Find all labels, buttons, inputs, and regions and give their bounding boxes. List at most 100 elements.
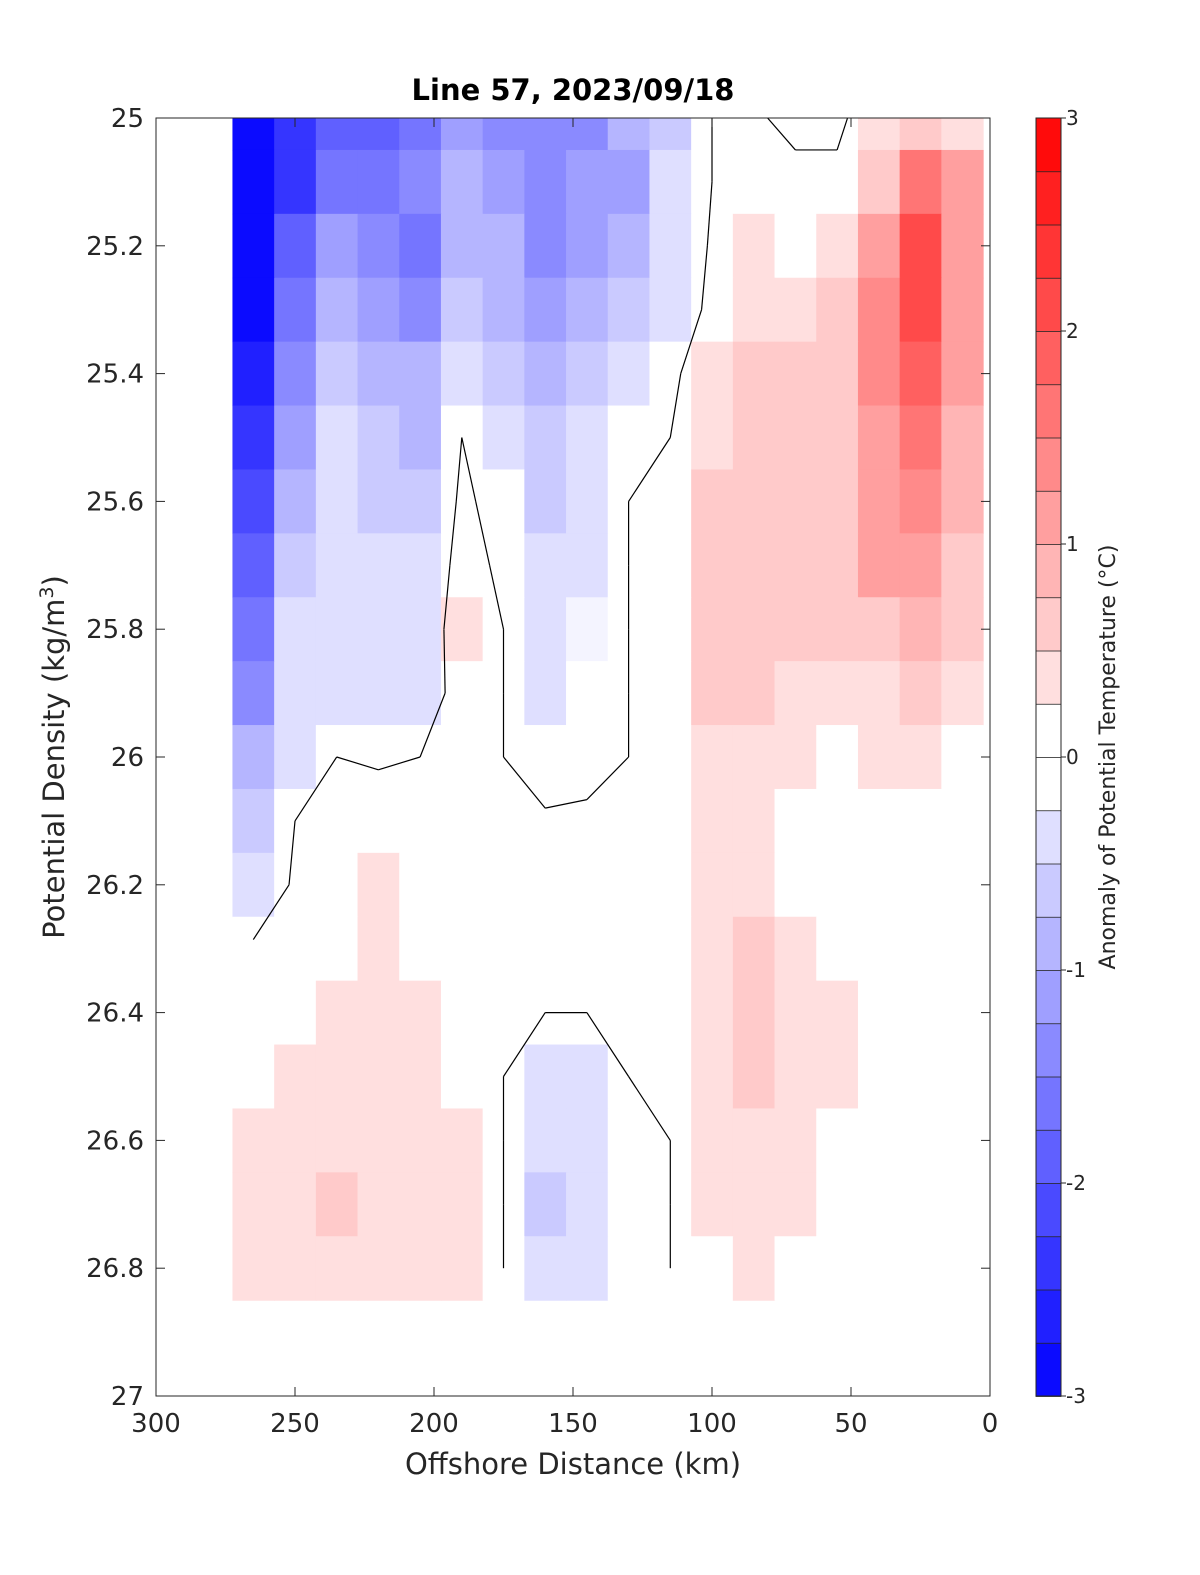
contour-cell xyxy=(566,1108,609,1173)
colorbar-tick-label: 1 xyxy=(1066,532,1079,556)
contour-cell xyxy=(232,118,275,151)
contour-cell xyxy=(774,405,817,471)
chart-title: Line 57, 2023/09/18 xyxy=(412,73,735,107)
colorbar-swatch xyxy=(1035,170,1062,226)
contour-cell xyxy=(899,213,942,279)
contour-cell xyxy=(649,725,692,790)
contour-cell xyxy=(607,788,651,854)
contour-cell xyxy=(857,405,901,471)
contour-cell xyxy=(816,149,859,215)
y-axis-ticks: 25 25.2 25.4 25.6 25.8 26 26.2 26.4 26.6 26.8 27 xyxy=(86,104,990,1412)
contour-cell xyxy=(399,213,442,279)
contour-cell xyxy=(857,725,901,790)
contour-cell xyxy=(607,1236,651,1301)
zero-contour-segment xyxy=(503,756,546,809)
contour-cell xyxy=(315,916,359,982)
contour-cell xyxy=(232,980,275,1046)
contour-cell xyxy=(899,1236,942,1301)
contour-cell xyxy=(816,1236,859,1301)
contour-cell xyxy=(357,1236,400,1301)
contour-cell xyxy=(691,1172,734,1237)
contour-cell xyxy=(816,661,859,726)
contour-cell xyxy=(816,405,859,471)
contour-cell xyxy=(649,661,692,726)
x-tick-label: 300 xyxy=(131,1409,181,1439)
contour-cell xyxy=(649,118,692,151)
colorbar-tick-label: -3 xyxy=(1066,1384,1086,1408)
contour-cell xyxy=(566,341,609,407)
contour-cell xyxy=(482,852,525,918)
contour-cell xyxy=(524,118,567,151)
contour-cell xyxy=(857,661,901,726)
contour-cell xyxy=(691,469,734,534)
contour-cell xyxy=(232,788,275,854)
contour-cell xyxy=(649,469,692,534)
contour-cell xyxy=(691,533,734,598)
contour-cell xyxy=(816,597,859,662)
contour-cell xyxy=(357,980,400,1046)
contour-cell xyxy=(732,597,776,662)
contour-cell xyxy=(482,341,525,407)
contour-cell xyxy=(899,725,942,790)
contour-cell xyxy=(857,1172,901,1237)
contour-cell xyxy=(816,980,859,1046)
contour-cell xyxy=(274,916,317,982)
contour-cell xyxy=(857,533,901,598)
contour-cell xyxy=(399,1236,442,1301)
colorbar-swatch xyxy=(1035,1076,1062,1131)
contour-cell xyxy=(607,405,651,471)
contour-cell xyxy=(899,661,942,726)
contour-cell xyxy=(524,1236,567,1301)
y-tick-label: 25.8 xyxy=(86,615,144,645)
contour-cell xyxy=(357,213,400,279)
colorbar-swatch xyxy=(1035,543,1062,599)
contour-cell xyxy=(440,725,484,790)
contour-cell xyxy=(315,341,359,407)
contour-cell xyxy=(274,725,317,790)
contour-cell xyxy=(899,1172,942,1237)
colorbar-swatch xyxy=(1035,703,1062,758)
contour-cell xyxy=(607,149,651,215)
contour-cell xyxy=(566,213,609,279)
contour-cell xyxy=(691,213,734,279)
contour-cell xyxy=(649,980,692,1046)
contour-cell xyxy=(774,725,817,790)
contour-cell xyxy=(315,277,359,343)
contour-cell xyxy=(274,277,317,343)
contour-cell xyxy=(607,1108,651,1173)
contour-cell xyxy=(524,149,567,215)
contour-cell xyxy=(691,980,734,1046)
contour-cell xyxy=(732,725,776,790)
contour-cell xyxy=(274,980,317,1046)
contour-cell xyxy=(857,597,901,662)
contour-cell xyxy=(816,277,859,343)
y-tick-label: 25.4 xyxy=(86,360,144,390)
contour-cell xyxy=(315,661,359,726)
contour-cell xyxy=(566,533,609,598)
contour-cell xyxy=(899,980,942,1046)
contour-cell xyxy=(691,1108,734,1173)
contour-cell xyxy=(482,118,525,151)
contour-cell xyxy=(399,1172,442,1237)
contour-cell xyxy=(399,469,442,534)
contour-cell xyxy=(774,118,817,151)
contour-cell xyxy=(399,118,442,151)
contour-cell xyxy=(399,1108,442,1173)
contour-cell xyxy=(899,118,942,151)
contour-cell xyxy=(440,788,484,854)
contour-cell xyxy=(524,1044,567,1110)
zero-contour-segment xyxy=(378,756,421,771)
contour-cell xyxy=(357,725,400,790)
contour-cell xyxy=(357,118,400,151)
contour-cell xyxy=(816,533,859,598)
colorbar-swatch xyxy=(1035,1022,1062,1078)
contour-cell xyxy=(399,852,442,918)
contour-cell xyxy=(315,852,359,918)
contour-cell xyxy=(774,980,817,1046)
contour-cell xyxy=(399,788,442,854)
contour-cell xyxy=(274,341,317,407)
contour-cell xyxy=(816,788,859,854)
contour-cell xyxy=(357,533,400,598)
contour-cell xyxy=(774,149,817,215)
contour-cell xyxy=(357,1044,400,1110)
